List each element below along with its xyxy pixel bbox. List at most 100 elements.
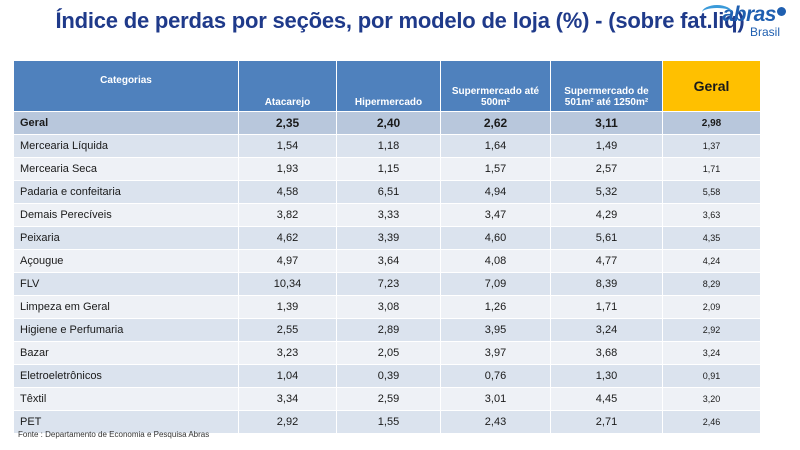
registered-mark-icon	[777, 7, 786, 16]
table-row: Bazar 3,23 2,05 3,97 3,68 3,24	[13, 341, 761, 365]
row-label: Açougue	[13, 249, 239, 273]
row-label: Geral	[13, 111, 239, 135]
header-supermercado-500: Supermercado até 500m²	[440, 60, 551, 112]
cell-value: 3,11	[550, 111, 663, 135]
cell-value: 2,46	[662, 410, 761, 434]
cell-value: 3,63	[662, 203, 761, 227]
row-label: Eletroeletrônicos	[13, 364, 239, 388]
cell-value: 1,30	[550, 364, 663, 388]
table-row: Eletroeletrônicos 1,04 0,39 0,76 1,30 0,91	[13, 364, 761, 388]
cell-value: 4,08	[440, 249, 551, 273]
cell-value: 3,97	[440, 341, 551, 365]
cell-value: 3,23	[238, 341, 337, 365]
cell-value: 3,20	[662, 387, 761, 411]
cell-value: 3,95	[440, 318, 551, 342]
cell-value: 5,58	[662, 180, 761, 204]
cell-value: 1,64	[440, 134, 551, 158]
cell-value: 6,51	[336, 180, 441, 204]
cell-value: 2,57	[550, 157, 663, 181]
cell-value: 3,24	[550, 318, 663, 342]
cell-value: 4,58	[238, 180, 337, 204]
page-title: Índice de perdas por seções, por modelo …	[55, 8, 745, 33]
logo-subtitle: Brasil	[749, 25, 780, 39]
cell-value: 2,09	[662, 295, 761, 319]
cell-value: 3,24	[662, 341, 761, 365]
row-label: Padaria e confeitaria	[13, 180, 239, 204]
header-hipermercado: Hipermercado	[336, 60, 441, 112]
cell-value: 4,62	[238, 226, 337, 250]
table-row: PET 2,92 1,55 2,43 2,71 2,46	[13, 410, 761, 434]
row-label: Demais Perecíveis	[13, 203, 239, 227]
table-row: Peixaria 4,62 3,39 4,60 5,61 4,35	[13, 226, 761, 250]
cell-value: 3,82	[238, 203, 337, 227]
cell-value: 0,76	[440, 364, 551, 388]
cell-value: 4,29	[550, 203, 663, 227]
table-row: Padaria e confeitaria 4,58 6,51 4,94 5,32 5,5…	[13, 180, 761, 204]
cell-value: 0,91	[662, 364, 761, 388]
cell-value: 7,23	[336, 272, 441, 296]
losses-table: Categorias Atacarejo Hipermercado Superm…	[13, 60, 761, 434]
cell-value: 8,29	[662, 272, 761, 296]
cell-value: 3,33	[336, 203, 441, 227]
cell-value: 7,09	[440, 272, 551, 296]
abras-logo: abras Brasil	[696, 4, 786, 44]
cell-value: 4,45	[550, 387, 663, 411]
cell-value: 4,94	[440, 180, 551, 204]
logo-word: abras	[722, 3, 776, 26]
total-row: Geral 2,35 2,40 2,62 3,11 2,98	[13, 111, 761, 135]
row-label: FLV	[13, 272, 239, 296]
table-row: Demais Perecíveis 3,82 3,33 3,47 4,29 3,63	[13, 203, 761, 227]
header-geral: Geral	[662, 60, 761, 112]
cell-value: 1,04	[238, 364, 337, 388]
cell-value: 4,35	[662, 226, 761, 250]
cell-value: 1,55	[336, 410, 441, 434]
cell-value: 2,98	[662, 111, 761, 135]
row-label: Higiene e Perfumaria	[13, 318, 239, 342]
logo-swoosh-icon	[702, 5, 732, 20]
header-atacarejo: Atacarejo	[238, 60, 337, 112]
cell-value: 2,92	[662, 318, 761, 342]
row-label: Mercearia Líquida	[13, 134, 239, 158]
cell-value: 4,60	[440, 226, 551, 250]
cell-value: 5,32	[550, 180, 663, 204]
cell-value: 2,89	[336, 318, 441, 342]
cell-value: 2,62	[440, 111, 551, 135]
header-supermercado-501-1250: Supermercado de 501m² até 1250m²	[550, 60, 663, 112]
row-label: Peixaria	[13, 226, 239, 250]
cell-value: 0,39	[336, 364, 441, 388]
cell-value: 1,39	[238, 295, 337, 319]
cell-value: 1,49	[550, 134, 663, 158]
row-label: Limpeza em Geral	[13, 295, 239, 319]
cell-value: 1,71	[550, 295, 663, 319]
cell-value: 1,71	[662, 157, 761, 181]
cell-value: 1,26	[440, 295, 551, 319]
table-row: Mercearia Líquida 1,54 1,18 1,64 1,49 1,37	[13, 134, 761, 158]
cell-value: 1,37	[662, 134, 761, 158]
row-label: Bazar	[13, 341, 239, 365]
cell-value: 1,93	[238, 157, 337, 181]
table-row: Higiene e Perfumaria 2,55 2,89 3,95 3,24 2,92	[13, 318, 761, 342]
header-categorias: Categorias	[13, 60, 239, 112]
row-label: Têxtil	[13, 387, 239, 411]
cell-value: 2,71	[550, 410, 663, 434]
cell-value: 3,64	[336, 249, 441, 273]
cell-value: 4,77	[550, 249, 663, 273]
table-row: Mercearia Seca 1,93 1,15 1,57 2,57 1,71	[13, 157, 761, 181]
table-row: FLV 10,34 7,23 7,09 8,39 8,29	[13, 272, 761, 296]
cell-value: 1,18	[336, 134, 441, 158]
table-row: Têxtil 3,34 2,59 3,01 4,45 3,20	[13, 387, 761, 411]
cell-value: 1,15	[336, 157, 441, 181]
header-row: Categorias Atacarejo Hipermercado Superm…	[13, 60, 761, 112]
table-row: Limpeza em Geral 1,39 3,08 1,26 1,71 2,09	[13, 295, 761, 319]
cell-value: 3,47	[440, 203, 551, 227]
cell-value: 2,59	[336, 387, 441, 411]
cell-value: 5,61	[550, 226, 663, 250]
source-footnote: Fonte : Departamento de Economia e Pesqu…	[18, 430, 210, 439]
cell-value: 2,55	[238, 318, 337, 342]
cell-value: 2,43	[440, 410, 551, 434]
cell-value: 3,08	[336, 295, 441, 319]
cell-value: 8,39	[550, 272, 663, 296]
cell-value: 4,97	[238, 249, 337, 273]
cell-value: 2,05	[336, 341, 441, 365]
